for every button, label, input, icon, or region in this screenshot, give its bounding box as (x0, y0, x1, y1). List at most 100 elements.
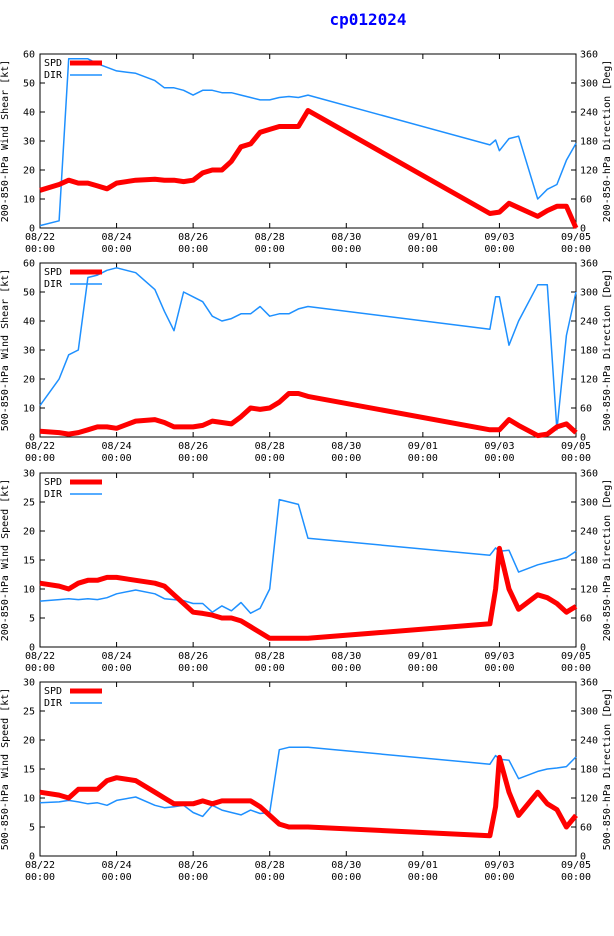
y-left-tick-label: 10 (23, 794, 35, 805)
x-tick-label-time: 00:00 (255, 872, 285, 883)
x-tick-label-date: 08/24 (102, 441, 132, 452)
y-right-tick-label: 120 (580, 375, 598, 386)
x-tick-label-time: 00:00 (408, 872, 438, 883)
y-left-tick-label: 5 (29, 823, 35, 834)
x-tick-label-time: 00:00 (25, 453, 55, 464)
y-right-tick-label: 360 (580, 678, 598, 689)
y-left-tick-label: 30 (23, 678, 35, 689)
y-left-tick-label: 30 (23, 346, 35, 357)
y-right-tick-label: 300 (580, 707, 598, 718)
x-tick-label-date: 08/24 (102, 651, 132, 662)
y-left-tick-label: 20 (23, 375, 35, 386)
y-left-tick-label: 10 (23, 195, 35, 206)
x-tick-label-time: 00:00 (178, 663, 208, 674)
y-right-axis-label: 500-850-hPa Direction [Deg] (602, 688, 613, 851)
legend-label-spd: SPD (44, 267, 62, 278)
y-right-axis-label: 500-850-hPa Direction [Deg] (602, 269, 613, 432)
y-left-tick-label: 20 (23, 736, 35, 747)
y-right-tick-label: 120 (580, 585, 598, 596)
series-dir-line (39, 498, 577, 614)
y-right-tick-label: 300 (580, 288, 598, 299)
y-right-axis-label: 200-850-hPa Direction [Deg] (602, 479, 613, 642)
x-tick-label-time: 00:00 (408, 453, 438, 464)
x-tick-label-date: 08/26 (178, 232, 208, 243)
x-tick-label-time: 00:00 (25, 244, 55, 255)
y-left-tick-label: 30 (23, 137, 35, 148)
x-tick-label-date: 08/28 (255, 651, 285, 662)
panels: 010203040506006012018024030036008/2200:0… (0, 50, 613, 884)
y-right-tick-label: 240 (580, 317, 598, 328)
panel-1: 010203040506006012018024030036008/2200:0… (0, 50, 613, 256)
y-left-tick-label: 20 (23, 527, 35, 538)
y-right-axis-label: 200-850-hPa Direction [Deg] (602, 60, 613, 223)
x-tick-label-date: 08/26 (178, 651, 208, 662)
x-tick-label-time: 00:00 (484, 663, 514, 674)
y-right-tick-label: 120 (580, 166, 598, 177)
x-tick-label-date: 09/01 (408, 860, 438, 871)
y-right-tick-label: 60 (580, 195, 592, 206)
x-tick-label-time: 00:00 (102, 244, 132, 255)
x-tick-label-time: 00:00 (331, 663, 361, 674)
y-left-tick-label: 25 (23, 498, 35, 509)
x-tick-label-date: 08/28 (255, 860, 285, 871)
series-spd-line (39, 108, 579, 230)
series-dir-line (39, 58, 577, 227)
plot-frame (39, 681, 577, 857)
x-tick-label-time: 00:00 (561, 453, 591, 464)
y-right-tick-label: 180 (580, 556, 598, 567)
x-tick-label-date: 09/01 (408, 441, 438, 452)
y-right-tick-label: 0 (580, 224, 586, 235)
legend-label-spd: SPD (44, 686, 62, 697)
x-tick-label-date: 09/05 (561, 651, 591, 662)
y-right-tick-label: 360 (580, 469, 598, 480)
y-left-axis-label: 200-850-hPa Wind Shear [kt] (0, 60, 11, 223)
x-tick-label-date: 08/22 (25, 860, 55, 871)
x-tick-label-date: 09/03 (484, 651, 514, 662)
y-left-tick-label: 5 (29, 614, 35, 625)
panel-2: 010203040506006012018024030036008/2200:0… (0, 259, 613, 465)
x-tick-label-date: 09/03 (484, 860, 514, 871)
x-tick-label-date: 08/30 (331, 860, 361, 871)
legend-label-dir: DIR (44, 698, 63, 709)
x-tick-label-date: 08/30 (331, 232, 361, 243)
y-right-tick-label: 0 (580, 852, 586, 863)
y-left-tick-label: 0 (29, 852, 35, 863)
x-tick-label-time: 00:00 (102, 663, 132, 674)
y-left-tick-label: 0 (29, 643, 35, 654)
y-right-tick-label: 360 (580, 50, 598, 61)
x-tick-label-date: 09/01 (408, 651, 438, 662)
y-left-tick-label: 50 (23, 79, 35, 90)
series-spd-line (39, 391, 578, 439)
y-right-tick-label: 300 (580, 79, 598, 90)
x-tick-label-date: 09/05 (561, 232, 591, 243)
x-tick-label-time: 00:00 (178, 453, 208, 464)
y-right-tick-label: 300 (580, 498, 598, 509)
series-spd-line (39, 754, 578, 839)
x-tick-label-time: 00:00 (331, 244, 361, 255)
y-right-tick-label: 240 (580, 527, 598, 538)
y-right-tick-label: 60 (580, 614, 592, 625)
x-tick-label-time: 00:00 (255, 663, 285, 674)
x-tick-label-time: 00:00 (561, 244, 591, 255)
y-left-tick-label: 40 (23, 108, 35, 119)
x-tick-label-date: 09/05 (561, 860, 591, 871)
panel-4: 05101520253006012018024030036008/2200:00… (0, 678, 613, 884)
x-tick-label-time: 00:00 (255, 244, 285, 255)
y-left-tick-label: 0 (29, 224, 35, 235)
x-tick-label-time: 00:00 (178, 872, 208, 883)
x-tick-label-date: 09/03 (484, 441, 514, 452)
x-tick-label-date: 08/24 (102, 232, 132, 243)
legend-label-dir: DIR (44, 70, 63, 81)
y-right-tick-label: 240 (580, 108, 598, 119)
y-left-tick-label: 50 (23, 288, 35, 299)
y-right-tick-label: 60 (580, 404, 592, 415)
y-left-axis-label: 200-850-hPa Wind Speed [kt] (0, 479, 11, 642)
y-right-tick-label: 180 (580, 137, 598, 148)
y-left-tick-label: 25 (23, 707, 35, 718)
x-tick-label-date: 08/30 (331, 441, 361, 452)
y-left-tick-label: 40 (23, 317, 35, 328)
y-left-tick-label: 60 (23, 50, 35, 61)
